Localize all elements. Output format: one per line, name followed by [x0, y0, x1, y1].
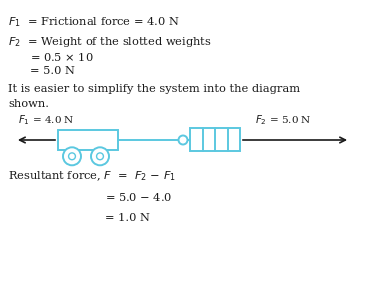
Bar [58, 130, 118, 150]
Text: = 0.5 $\times$ 10: = 0.5 $\times$ 10 [30, 51, 94, 63]
Text: = 5.0 N: = 5.0 N [30, 66, 75, 76]
Circle shape [91, 147, 109, 165]
Text: shown.: shown. [8, 99, 49, 109]
Text: $F_1$ = 4.0 N: $F_1$ = 4.0 N [18, 113, 75, 127]
Circle shape [63, 147, 81, 165]
Text: $F_1$  = Frictional force = 4.0 N: $F_1$ = Frictional force = 4.0 N [8, 15, 179, 29]
Text: It is easier to simplify the system into the diagram: It is easier to simplify the system into… [8, 84, 300, 94]
Text: $F_2$  = Weight of the slotted weights: $F_2$ = Weight of the slotted weights [8, 35, 212, 49]
Bar [190, 128, 240, 152]
Circle shape [179, 136, 187, 144]
Text: = 1.0 N: = 1.0 N [105, 213, 150, 223]
Circle shape [97, 153, 103, 160]
Text: = 5.0 $-$ 4.0: = 5.0 $-$ 4.0 [105, 191, 172, 203]
Circle shape [69, 153, 75, 160]
Text: $F_2$ = 5.0 N: $F_2$ = 5.0 N [255, 113, 311, 127]
Text: Resultant force, $F$  =  $F_2$ $-$ $F_1$: Resultant force, $F$ = $F_2$ $-$ $F_1$ [8, 169, 176, 183]
